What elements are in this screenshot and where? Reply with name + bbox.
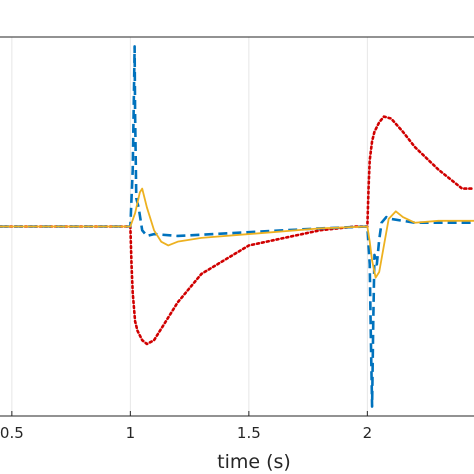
series-line-solid (0, 187, 474, 279)
x-tick-label: 1.5 (237, 424, 261, 442)
x-tick-label: 0.5 (0, 424, 24, 442)
x-tick-label: 1 (126, 424, 136, 442)
x-ticks: 0.5 1 1.5 2 (0, 411, 372, 442)
series-group (0, 45, 474, 408)
x-tick-label: 2 (363, 424, 373, 442)
axes-frame (0, 36, 474, 417)
x-axis-label: time (s) (217, 451, 291, 473)
